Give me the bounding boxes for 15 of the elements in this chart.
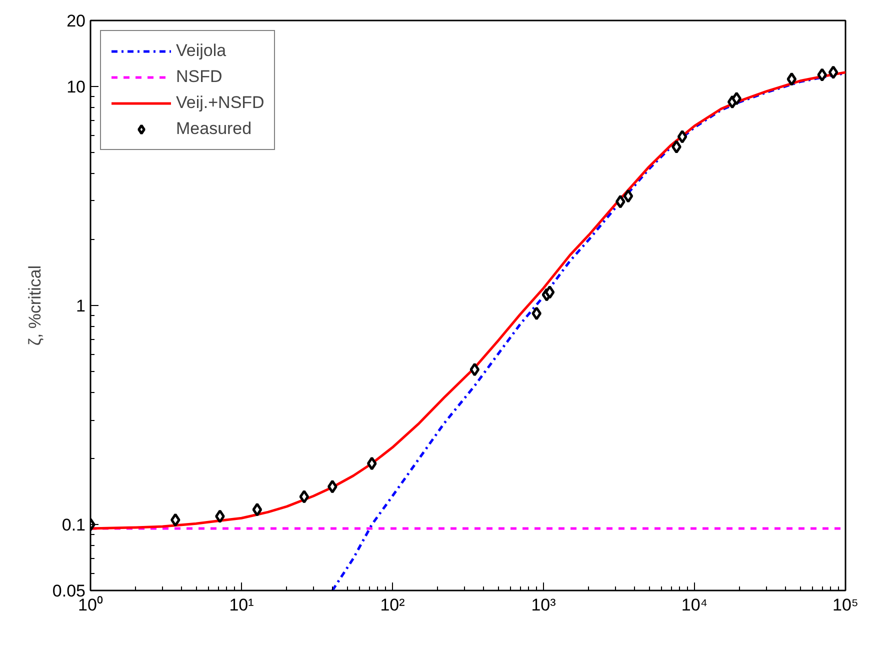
x-tick-label: 10⁰: [78, 596, 103, 614]
y-tick-label: 20: [66, 12, 86, 30]
x-tick-label: 10⁵: [832, 596, 858, 614]
y-tick-label: 0.1: [62, 516, 86, 535]
x-tick-label: 10²: [380, 596, 406, 614]
y-tick-label: 10: [66, 77, 86, 96]
x-tick-label: 10⁴: [681, 596, 708, 614]
y-tick-label: 1: [76, 296, 86, 316]
legend-label: Veij.+NSFD: [176, 93, 264, 113]
y-axis-title: ζ, %critical: [25, 265, 44, 346]
legend-label: Veijola: [176, 41, 226, 61]
legend-label: Measured: [176, 119, 252, 139]
x-tick-label: 10³: [531, 596, 556, 614]
x-tick-label: 10¹: [229, 596, 254, 614]
legend-label: NSFD: [176, 67, 222, 87]
